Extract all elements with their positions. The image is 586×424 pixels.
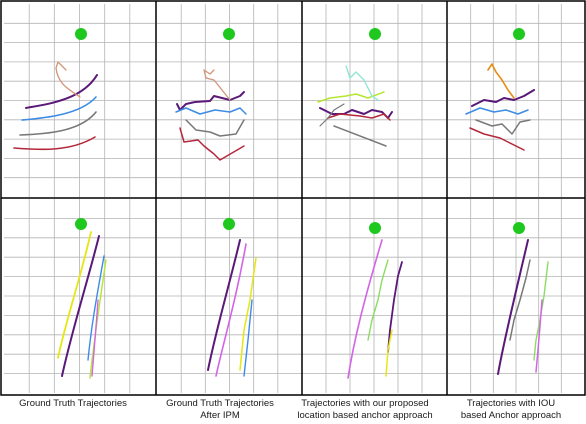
caption-iou-anchor-line1: Trajectories with IOU [466, 398, 556, 409]
caption-ground-truth-ipm-line1: Ground Truth Trajectories [166, 398, 274, 409]
trajectory-p3t-gray [333, 125, 387, 147]
origin-marker-7 [369, 222, 381, 234]
caption-ground-truth-ipm: Ground Truth Trajectories After IPM [147, 398, 293, 422]
origin-marker-6 [223, 218, 235, 230]
trajectory-p1t-tan [55, 61, 81, 98]
caption-iou-anchor-line2: based Anchor approach [460, 410, 562, 421]
trajectory-p1b-blue [87, 255, 105, 361]
trajectory-p4t-orange [487, 63, 515, 99]
trajectory-p4t-crimson [469, 127, 525, 151]
origin-marker-3 [369, 28, 381, 40]
trajectory-p1t-crimson [13, 136, 96, 151]
trajectory-p4b-purple [497, 239, 529, 375]
caption-ground-truth-ipm-line2: After IPM [200, 410, 240, 421]
trajectory-p3t-crimson [327, 113, 391, 121]
caption-location-anchor-line1: Trajectories with our proposed [301, 398, 429, 409]
trajectory-p2b-blue [243, 299, 253, 377]
trajectory-p4b-magenta [535, 299, 543, 373]
trajectory-p4t-purple [471, 89, 535, 107]
origin-marker-1 [75, 28, 87, 40]
trajectory-p1b-magenta [91, 299, 99, 377]
trajectory-p3t-cyan [345, 65, 379, 101]
trajectory-p1b-yellow [57, 231, 92, 359]
caption-ground-truth-line1: Ground Truth Trajectories [19, 398, 127, 409]
trajectory-p2t-purple [176, 91, 245, 111]
trajectory-p1t-blue [21, 96, 97, 121]
trajectory-p4b-gray [509, 259, 531, 341]
trajectory-p3b-magenta [347, 239, 383, 379]
trajectory-p2b-magenta [215, 243, 247, 377]
trajectory-p2t-tan [203, 69, 231, 101]
trajectory-p3b-yellow [385, 329, 393, 377]
caption-location-anchor: Trajectories with our proposed location … [292, 398, 438, 422]
origin-marker-5 [75, 218, 87, 230]
trajectory-p4t-blue [465, 107, 529, 115]
trajectory-p3t-gray-short [319, 103, 345, 127]
trajectory-p2b-yellow [239, 257, 257, 371]
origin-marker-2 [223, 28, 235, 40]
trajectory-p2t-gray [185, 119, 245, 137]
trajectory-p1b-purple [61, 235, 100, 377]
trajectory-p2b-purple [207, 239, 241, 371]
trajectory-p3t-lime [317, 91, 385, 103]
origin-marker-8 [513, 222, 525, 234]
trajectory-p2t-blue [175, 107, 247, 115]
trajectory-p1t-gray [19, 111, 97, 136]
caption-location-anchor-line2: location based anchor approach [297, 410, 433, 421]
trajectory-p3b-green [367, 259, 389, 341]
caption-ground-truth: Ground Truth Trajectories [0, 398, 146, 410]
trajectory-p4t-gray [475, 119, 531, 135]
caption-iou-anchor: Trajectories with IOU based Anchor appro… [438, 398, 584, 422]
origin-marker-4 [513, 28, 525, 40]
trajectory-p1t-purple [25, 74, 98, 109]
trajectory-p2t-crimson [179, 127, 245, 161]
trajectory-p3b-purple [387, 261, 403, 353]
